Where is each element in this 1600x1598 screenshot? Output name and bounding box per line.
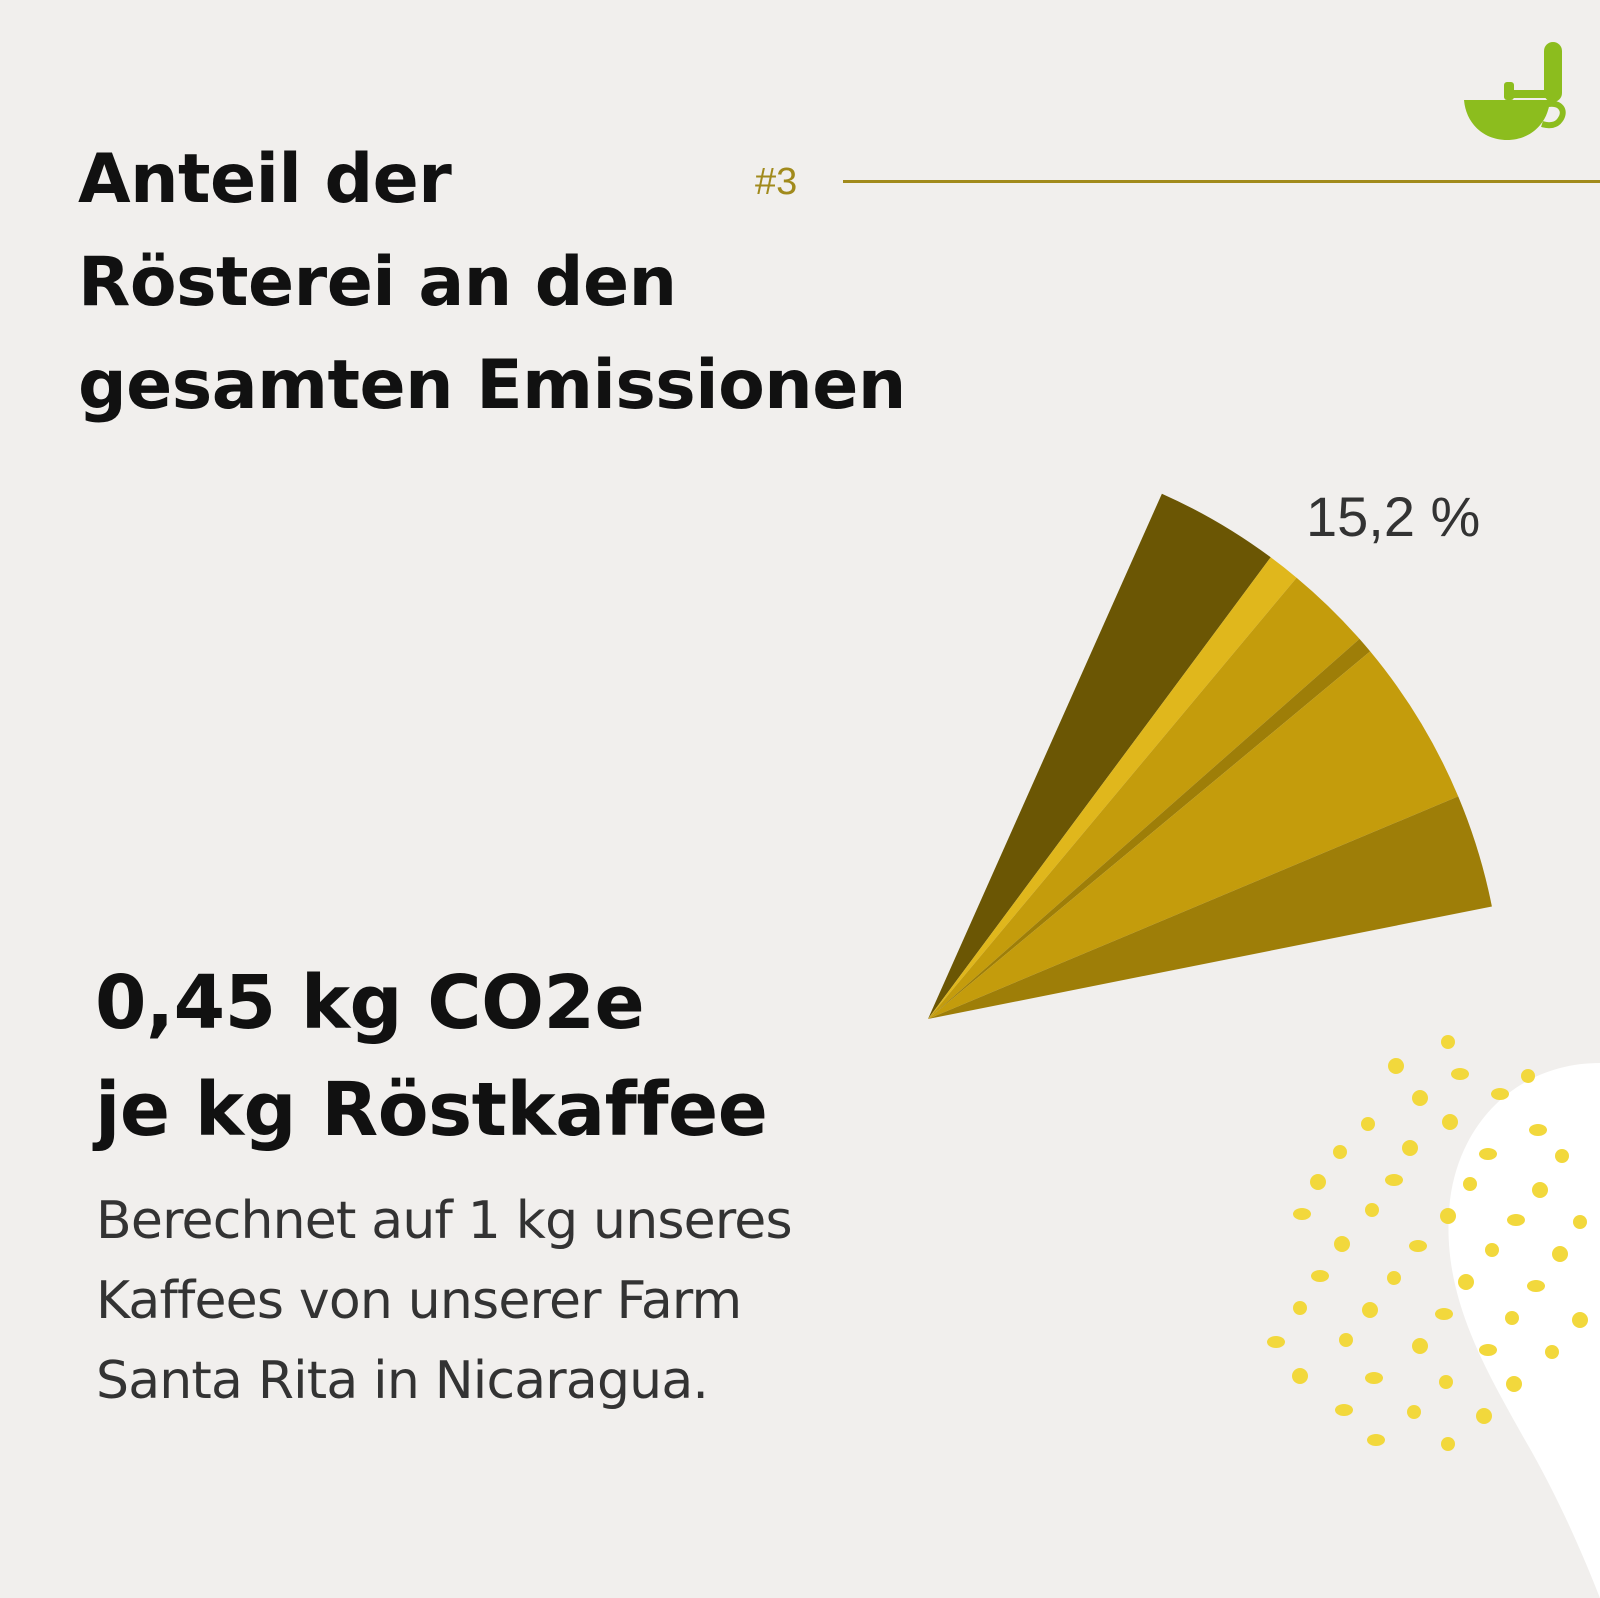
decor-dot [1552,1246,1568,1262]
description-text: Berechnet auf 1 kg unseres Kaffees von u… [96,1181,793,1421]
title-line-3: gesamten Emissionen [78,346,906,425]
pie-slice-facet-mid [928,577,1360,1019]
decor-dot [1311,1270,1329,1282]
decor-dot [1310,1174,1326,1190]
title-line-2: Rösterei an den [78,243,677,322]
decor-dot [1573,1215,1587,1229]
kpi-value: 0,45 kg CO2e je kg Röstkaffee [95,950,768,1164]
page-title: Anteil der Rösterei an den gesamten Emis… [78,128,1058,437]
decor-dot [1555,1149,1569,1163]
decor-dot [1365,1372,1383,1384]
decor-dot [1267,1336,1285,1348]
header-divider [843,180,1600,183]
pie-slice-facet-bright [928,557,1297,1019]
decor-dot [1529,1124,1547,1136]
decor-dot [1479,1344,1497,1356]
decor-dot [1362,1302,1378,1318]
decor-dot [1458,1274,1474,1290]
decor-dot [1367,1434,1385,1446]
decor-dot [1412,1338,1428,1354]
decor-dot [1505,1311,1519,1325]
decor-dot [1507,1214,1525,1226]
decor-dot [1388,1058,1404,1074]
kpi-line-2: je kg Röstkaffee [95,1067,768,1153]
coffee-cup-icon [1464,42,1566,140]
decor-dot [1476,1408,1492,1424]
decor-dot [1409,1240,1427,1252]
decor-dot [1407,1405,1421,1419]
decor-dot [1385,1174,1403,1186]
white-blob [1448,1063,1600,1598]
dot-pattern [1267,1035,1588,1451]
decor-dot [1412,1090,1428,1106]
decor-dot [1292,1368,1308,1384]
decor-dot [1387,1271,1401,1285]
decor-dot [1441,1437,1455,1451]
decor-dot [1521,1069,1535,1083]
decor-dot [1439,1375,1453,1389]
pie-slice-facet-dark [928,493,1271,1019]
pie-slice-facet-main [928,651,1459,1019]
kpi-line-1: 0,45 kg CO2e [95,960,645,1046]
decor-dot [1532,1182,1548,1198]
decor-dot [1479,1148,1497,1160]
decor-dot [1361,1117,1375,1131]
page-number: #3 [755,161,798,203]
description-line-3: Santa Rita in Nicaragua. [96,1351,709,1411]
decor-dot [1335,1404,1353,1416]
decor-dot [1293,1208,1311,1220]
title-line-1: Anteil der [78,140,452,219]
pie-slice-facet-edge [928,638,1371,1019]
decor-dot [1527,1280,1545,1292]
decor-dot [1572,1312,1588,1328]
decor-dot [1333,1145,1347,1159]
description-line-2: Kaffees von unserer Farm [96,1271,742,1331]
decor-dot [1402,1140,1418,1156]
decor-dot [1442,1114,1458,1130]
decor-dot [1441,1035,1455,1049]
decor-dot [1440,1208,1456,1224]
decor-dot [1463,1177,1477,1191]
decor-dot [1365,1203,1379,1217]
decor-dot [1451,1068,1469,1080]
pie-slice-group [928,493,1492,1019]
decor-dot [1485,1243,1499,1257]
description-line-1: Berechnet auf 1 kg unseres [96,1191,793,1251]
decor-dot [1545,1345,1559,1359]
decor-dot [1491,1088,1509,1100]
decor-dot [1293,1301,1307,1315]
decor-dot [1339,1333,1353,1347]
slice-label: 15,2 % [1306,485,1480,548]
decor-dot [1435,1308,1453,1320]
pie-slice-facet-deep [928,796,1492,1019]
decor-dot [1506,1376,1522,1392]
decor-dot [1334,1236,1350,1252]
